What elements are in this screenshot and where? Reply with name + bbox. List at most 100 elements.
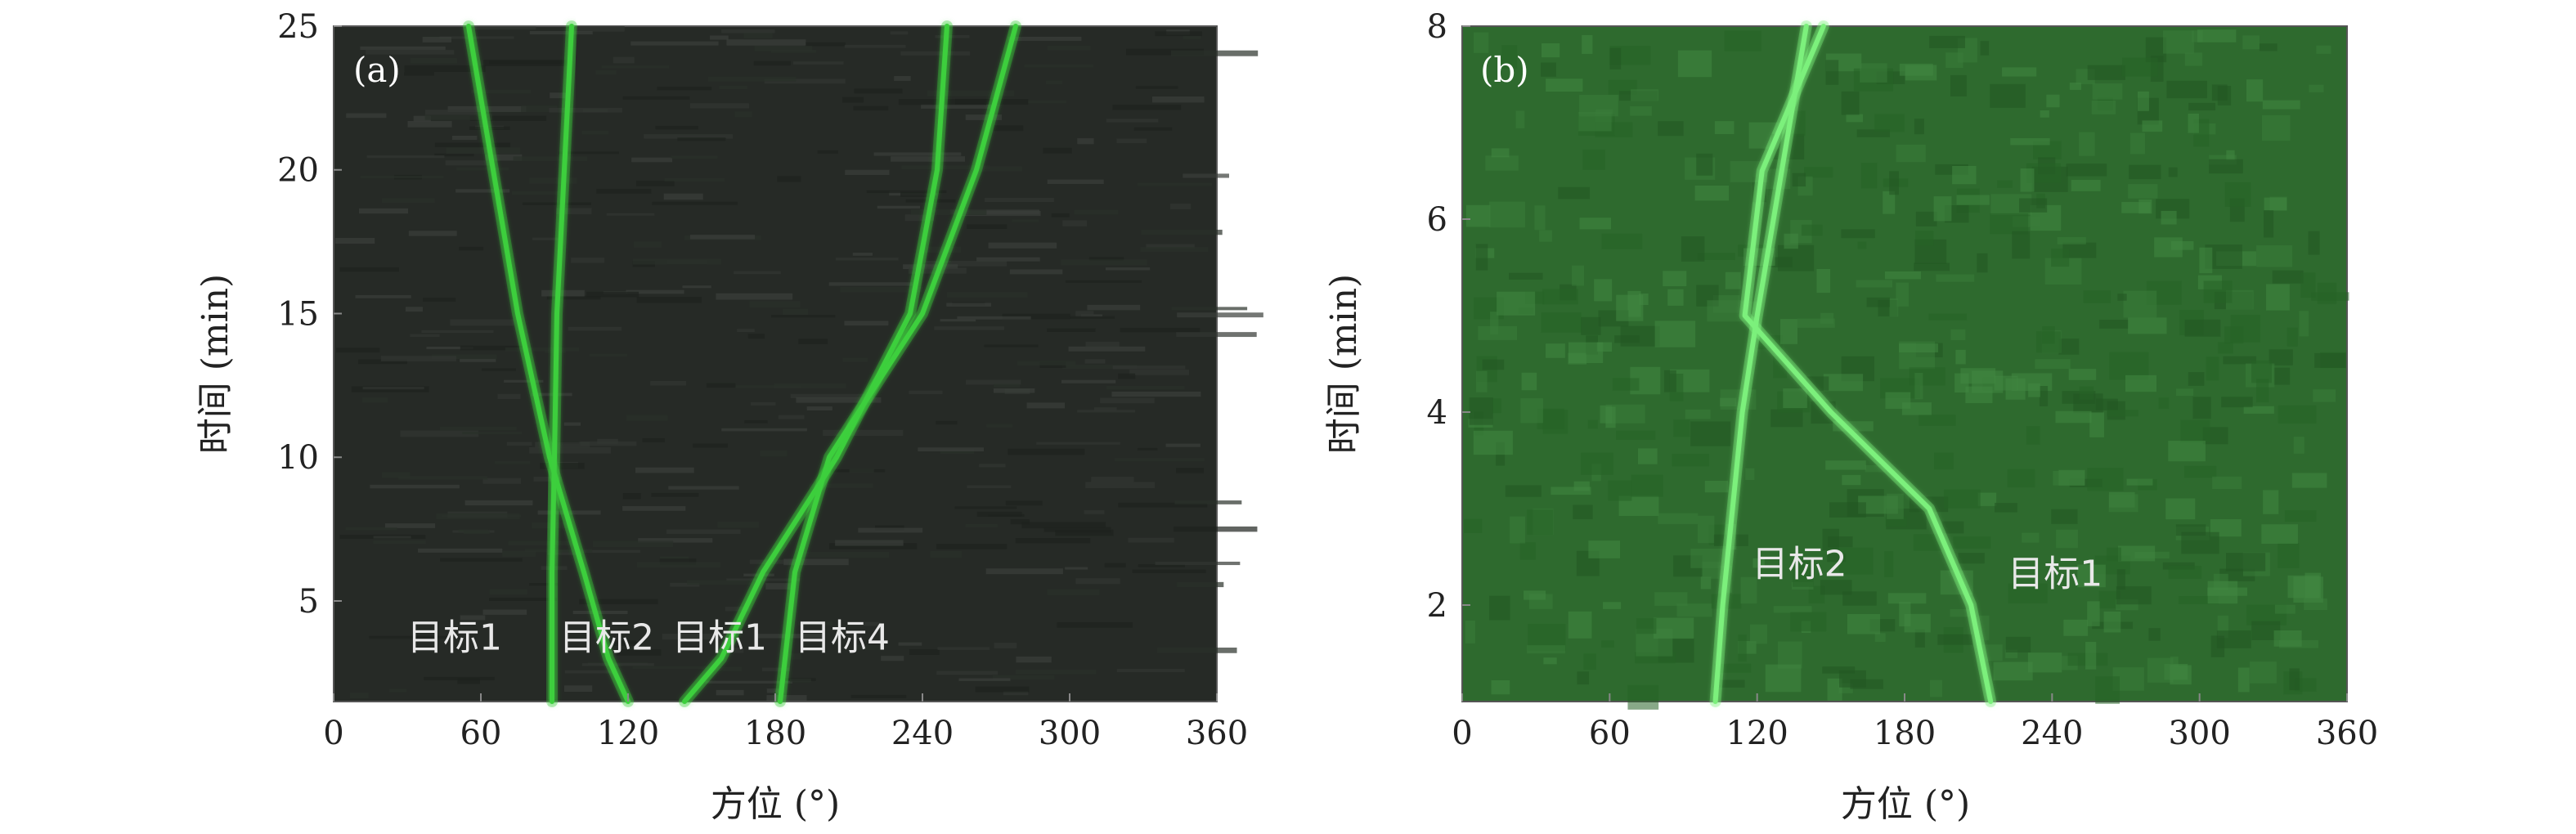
noise-patch: [2063, 619, 2089, 636]
noise-patch: [749, 301, 801, 307]
noise-patch: [1827, 553, 1847, 563]
noise-patch: [1601, 233, 1643, 249]
noise-patch: [1616, 430, 1656, 440]
noise-patch: [2314, 352, 2346, 368]
noise-patch: [709, 35, 729, 40]
noise-patch: [1714, 121, 1735, 135]
noise-patch: [2069, 83, 2082, 90]
noise-patch: [1724, 30, 1762, 52]
noise-patch: [575, 549, 640, 554]
noise-patch: [1953, 536, 1991, 549]
noise-patch: [434, 142, 511, 148]
track-line-2: [1742, 24, 1994, 704]
noise-patch: [1120, 327, 1200, 333]
noise-patch: [796, 397, 882, 403]
x-tick-label: 300: [2168, 715, 2230, 752]
noise-patch: [572, 610, 628, 614]
noise-patch: [581, 663, 654, 666]
noise-patch: [2106, 547, 2121, 562]
noise-patch: [1157, 648, 1237, 653]
noise-patch: [381, 472, 411, 478]
noise-patch: [439, 36, 514, 39]
noise-patch: [1896, 282, 1910, 307]
noise-patch: [737, 329, 755, 333]
noise-patch: [1558, 186, 1591, 200]
noise-patch: [1752, 558, 1765, 568]
noise-patch: [2266, 284, 2290, 311]
noise-patch: [2246, 79, 2264, 102]
noise-patch: [2256, 244, 2293, 267]
noise-patch: [2108, 494, 2138, 513]
noise-patch: [765, 583, 795, 590]
noise-patch: [850, 694, 907, 698]
noise-patch: [2263, 210, 2274, 238]
noise-patch: [2293, 437, 2304, 454]
noise-patch: [726, 39, 806, 46]
noise-patch: [2183, 465, 2217, 478]
noise-patch: [2126, 478, 2153, 486]
noise-patch: [462, 431, 522, 435]
noise-patch: [434, 153, 474, 157]
noise-patch: [2012, 231, 2031, 259]
y-tick-label: 20: [277, 152, 319, 190]
y-tick-label: 25: [277, 8, 319, 46]
noise-patch: [666, 259, 707, 265]
noise-patch: [2158, 397, 2170, 410]
noise-patch: [1738, 634, 1747, 662]
noise-patch: [866, 190, 947, 194]
noise-patch: [2203, 280, 2233, 303]
noise-patch: [828, 282, 913, 286]
x-tick-label: 180: [1874, 715, 1936, 752]
noise-patch: [751, 401, 776, 406]
noise-patch: [682, 285, 711, 289]
noise-patch: [1541, 62, 1557, 77]
noise-patch: [334, 237, 375, 244]
noise-patch: [1005, 500, 1043, 506]
panel-a-label: (a): [353, 50, 401, 90]
noise-patch: [965, 114, 1003, 120]
noise-patch: [1707, 300, 1746, 322]
noise-patch: [558, 151, 619, 155]
noise-patch: [1860, 162, 1878, 189]
noise-patch: [644, 134, 734, 139]
noise-patch: [2039, 386, 2049, 407]
panel-a-y-ticks: 5 10 15 20 25: [277, 8, 342, 621]
noise-patch: [2311, 292, 2349, 301]
noise-patch: [1982, 644, 2003, 661]
noise-patch: [345, 527, 397, 531]
noise-patch: [1913, 534, 1942, 551]
noise-patch: [2019, 198, 2048, 213]
noise-patch: [785, 653, 802, 660]
noise-patch: [537, 510, 601, 515]
noise-patch: [1654, 321, 1696, 348]
noise-patch: [901, 165, 990, 170]
panel-b-y-axis-title: 时间 (min): [1323, 274, 1365, 454]
noise-patch: [2175, 388, 2194, 397]
noise-patch: [596, 189, 652, 194]
noise-patch: [2216, 630, 2251, 648]
noise-patch: [854, 88, 903, 94]
noise-patch: [2250, 661, 2277, 684]
noise-patch: [1792, 173, 1806, 187]
noise-patch: [858, 527, 923, 533]
noise-patch: [1016, 361, 1076, 365]
noise-patch: [1091, 477, 1134, 482]
noise-patch: [1823, 374, 1864, 392]
noise-patch: [2035, 359, 2071, 370]
noise-patch: [1663, 271, 1687, 287]
noise-patch: [1062, 220, 1087, 226]
noise-patch: [1024, 64, 1094, 68]
noise-patch: [1919, 415, 1956, 426]
noise-patch: [1614, 335, 1640, 343]
noise-patch: [635, 180, 675, 186]
noise-patch: [894, 75, 911, 81]
noise-patch: [842, 96, 864, 103]
noise-patch: [1061, 259, 1147, 266]
noise-patch: [2278, 543, 2300, 568]
noise-patch: [1047, 179, 1104, 185]
noise-patch: [910, 208, 987, 215]
noise-patch: [761, 667, 790, 672]
noise-patch: [1171, 307, 1248, 311]
noise-patch: [489, 61, 571, 65]
noise-patch: [2098, 590, 2120, 609]
